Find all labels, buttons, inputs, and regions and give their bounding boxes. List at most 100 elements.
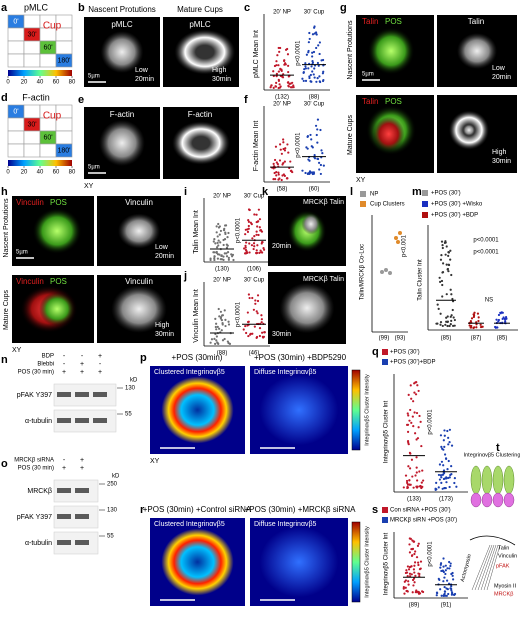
dot [439,588,442,591]
dot [227,320,230,323]
dot [402,486,405,489]
dot [412,577,416,580]
dot [318,80,321,83]
dot [287,151,290,154]
dot [406,423,410,426]
label: p<0.0001 [428,409,434,435]
dot [442,439,445,442]
band [75,540,89,545]
dot [286,53,290,56]
dot [470,317,474,320]
dot [443,486,446,490]
dot [305,53,308,56]
dot [441,271,444,274]
dot [407,465,410,468]
dot [242,328,245,331]
dot [313,153,316,157]
label: MRCKβ siRN +POS (30') [390,518,457,524]
dot [494,325,497,329]
label: Talin [362,17,378,26]
dot [439,566,442,569]
dot [410,397,413,400]
dot [261,241,264,244]
dot [308,76,311,80]
dot [435,591,439,594]
label: 20' NP [213,278,231,284]
dot [213,238,216,241]
dot [409,408,412,412]
dot [319,128,322,132]
dot [219,316,223,319]
label: POS (30 min) [18,370,54,376]
dot [256,294,260,297]
dot [439,323,442,326]
dot [217,222,220,226]
dot [227,231,230,235]
dot [260,321,263,324]
label: BDP [42,354,54,360]
dot [227,323,231,326]
dot [270,84,273,87]
dot [414,393,418,396]
dot [217,244,220,247]
dot [278,83,281,86]
label: Low [492,65,506,72]
dot [409,452,412,455]
dot [419,560,423,563]
dot [442,557,445,560]
dot [224,324,227,328]
panel-letter: r [140,504,145,516]
dot [321,72,325,75]
dot [318,41,321,44]
dot [442,580,445,583]
dot [448,560,451,564]
dot [278,159,282,162]
legend-swatch [382,507,388,513]
dot [319,172,322,176]
colorbar [8,70,72,76]
dot [408,543,411,546]
label: 20' NP [273,102,291,108]
dot [455,485,458,488]
dot [262,335,266,338]
schematic-membrane [469,535,516,546]
label: p<0.001 [402,234,408,257]
dot [316,77,319,80]
dot [302,71,305,74]
dot [321,152,324,155]
dot [443,434,446,437]
dot [406,565,410,568]
grid-cell [55,40,73,55]
dot [277,64,280,67]
dot [407,568,411,571]
schematic-fiber [480,544,497,591]
dot [277,178,280,181]
dot [255,336,258,339]
grid-cell [7,53,25,68]
dot [447,436,450,439]
dot [417,563,420,567]
dot [244,228,247,231]
dot [412,540,416,543]
label: p<0.0001 [428,541,434,567]
signal [39,292,76,326]
dot [309,73,312,77]
label: Talin/MRCKβ Co-Loc [360,244,366,300]
dot [307,67,310,70]
dot [254,299,257,302]
dot [501,311,504,314]
dot [216,241,219,244]
dot [258,218,262,221]
dot [258,251,261,254]
signal [301,213,321,235]
dot [453,477,456,480]
label: Cup [43,111,62,122]
schematic-cell [481,492,493,508]
label: (132) [275,95,289,101]
dot [249,333,252,336]
label: (85) [497,336,508,342]
label: Clustered Integrinαvβ5 [154,369,225,376]
dot [475,323,478,326]
band [75,392,89,397]
label: F-actin [22,92,50,102]
